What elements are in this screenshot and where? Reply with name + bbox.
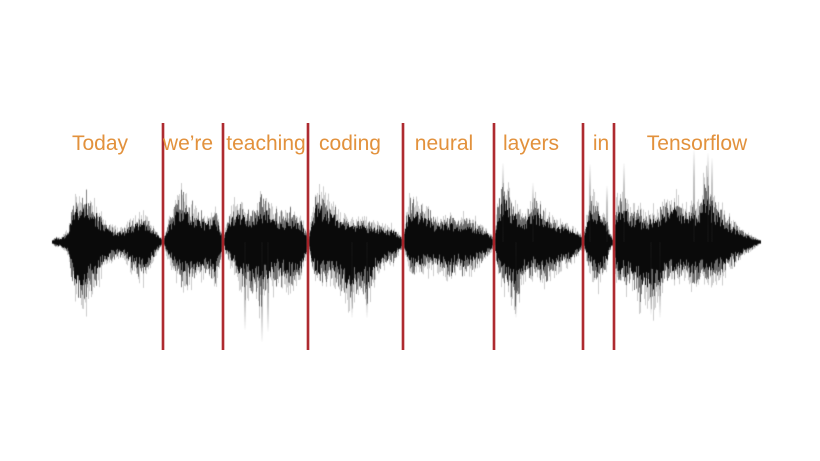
word-boundary-line (161, 123, 165, 350)
word-label: layers (502, 132, 560, 155)
word-boundary-line (581, 123, 585, 350)
word-label: Tensorflow (646, 132, 748, 155)
word-label: coding (319, 132, 381, 155)
word-boundary-line (221, 123, 225, 350)
word-boundary-line (306, 123, 310, 350)
word-boundary-line (612, 123, 616, 350)
word-label: in (592, 132, 610, 155)
word-label: Today (71, 132, 129, 155)
word-label: neural (414, 132, 474, 155)
word-boundary-line (492, 123, 496, 350)
word-label: teaching (226, 132, 306, 155)
word-label: we’re (162, 132, 214, 155)
word-boundary-line (401, 123, 405, 350)
